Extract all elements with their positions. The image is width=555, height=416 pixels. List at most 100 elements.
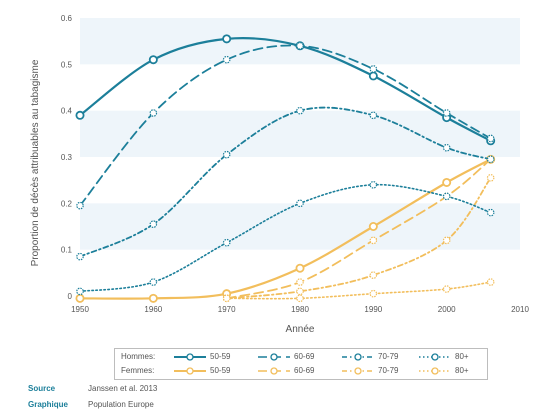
data-point — [149, 278, 158, 286]
y-tick-label: 0.2 — [61, 199, 73, 208]
data-point — [76, 287, 84, 296]
legend-swatch — [174, 367, 206, 375]
x-tick-label: 2000 — [438, 305, 456, 314]
data-point — [369, 289, 378, 298]
grid-band — [80, 18, 520, 65]
series-line — [79, 44, 492, 207]
data-point — [75, 110, 85, 120]
legend-item-label: 60-69 — [294, 352, 315, 361]
data-point — [369, 181, 378, 189]
data-point — [486, 174, 495, 182]
data-point — [486, 208, 495, 217]
legend-swatch — [342, 367, 374, 375]
legend-row-femmes: Femmes: 50-59 60-69 70-79 80+ — [115, 364, 487, 378]
data-point — [295, 263, 305, 273]
data-point — [369, 271, 378, 279]
legend-item-label: 70-79 — [378, 352, 399, 361]
series-femmes-80plus — [222, 278, 495, 303]
legend-item-label: 80+ — [455, 352, 469, 361]
series-hommes-60-69 — [76, 41, 495, 210]
legend-marker — [270, 367, 278, 375]
legend-marker — [354, 367, 362, 375]
data-point — [296, 278, 304, 286]
data-point — [149, 109, 158, 117]
x-tick-label: 1950 — [71, 305, 89, 314]
series-hommes-80plus — [76, 181, 495, 296]
data-point — [76, 252, 84, 261]
series-line — [225, 281, 492, 300]
legend-marker — [186, 353, 194, 361]
legend-item-label: 50-59 — [210, 352, 231, 361]
legend-femmes-label: Femmes: — [121, 366, 155, 375]
source-value: Janssen et al. 2013 — [88, 384, 158, 393]
y-tick-label: 0.6 — [61, 14, 73, 23]
legend-item-label: 80+ — [455, 366, 469, 375]
legend-swatch — [342, 353, 374, 361]
graphique-value: Population Europe — [88, 400, 154, 409]
data-point — [222, 238, 231, 247]
x-tick-label: 1960 — [144, 305, 162, 314]
series-hommes-70-79 — [76, 106, 495, 261]
data-point — [442, 143, 451, 152]
x-tick-label: 1990 — [364, 305, 382, 314]
legend-swatch — [419, 353, 451, 361]
x-tick-label: 1980 — [291, 305, 309, 314]
legend-marker — [270, 353, 278, 361]
legend-swatch — [258, 367, 290, 375]
legend-swatch — [174, 353, 206, 361]
data-point — [369, 111, 378, 120]
y-tick-label: 0.1 — [61, 246, 73, 255]
x-tick-label: 2010 — [511, 305, 529, 314]
data-point — [296, 106, 304, 115]
data-point — [222, 150, 231, 159]
y-axis-label: Proportion de décès attribuables au taba… — [30, 59, 41, 266]
data-point — [442, 177, 452, 187]
legend: Hommes: 50-59 60-69 70-79 80+ Femmes: 50… — [114, 348, 488, 380]
data-point — [486, 278, 495, 286]
data-point — [148, 293, 158, 303]
legend-item-label: 60-69 — [294, 366, 315, 375]
data-point — [296, 287, 304, 296]
data-point — [149, 220, 158, 228]
data-point — [486, 155, 495, 164]
data-point — [368, 71, 378, 81]
legend-marker — [354, 353, 362, 361]
data-point — [75, 293, 85, 303]
data-point — [442, 192, 451, 201]
y-tick-label: 0.5 — [61, 60, 73, 69]
data-point — [442, 285, 451, 293]
legend-row-hommes: Hommes: 50-59 60-69 70-79 80+ — [115, 350, 487, 364]
data-point — [296, 199, 304, 208]
legend-marker — [431, 367, 439, 375]
data-point — [222, 55, 231, 64]
data-point — [76, 201, 84, 210]
legend-marker — [431, 353, 439, 361]
data-point — [222, 34, 232, 44]
source-key: Source — [28, 384, 56, 393]
y-tick-label: 0.3 — [61, 153, 73, 162]
series-line — [225, 176, 492, 300]
graphique-key: Graphique — [28, 400, 69, 409]
x-tick-label: 1970 — [218, 305, 236, 314]
data-point — [296, 294, 304, 303]
x-axis-label: Année — [286, 324, 315, 335]
legend-item-label: 70-79 — [378, 366, 399, 375]
y-tick-label: 0 — [68, 292, 73, 301]
data-point — [486, 134, 495, 143]
legend-marker — [186, 367, 194, 375]
data-point — [369, 65, 378, 73]
legend-swatch — [258, 353, 290, 361]
data-point — [368, 221, 378, 231]
data-point — [369, 236, 378, 245]
data-point — [148, 55, 158, 65]
data-point — [296, 41, 304, 50]
grid-band — [80, 203, 520, 250]
legend-swatch — [419, 367, 451, 375]
data-point — [442, 236, 451, 245]
legend-hommes-label: Hommes: — [121, 352, 156, 361]
legend-item-label: 50-59 — [210, 366, 231, 375]
data-point — [222, 294, 231, 303]
y-tick-label: 0.4 — [61, 107, 73, 116]
data-point — [442, 109, 451, 117]
